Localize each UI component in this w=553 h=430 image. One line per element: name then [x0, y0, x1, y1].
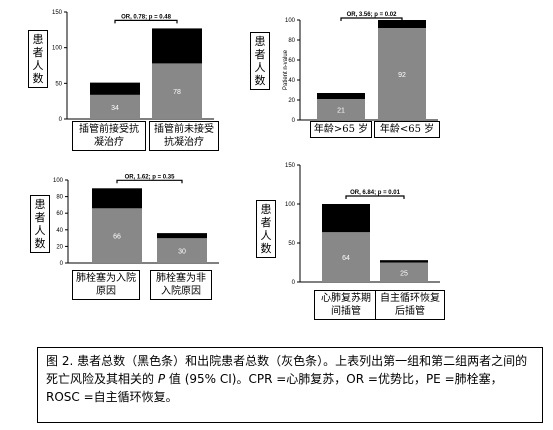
y-tick-label: 20	[288, 98, 295, 104]
value-label: 66	[113, 234, 121, 241]
y-tick-label: 150	[52, 10, 63, 16]
bar	[317, 99, 365, 120]
y-tick-label: 100	[285, 18, 296, 24]
y-tick-label: 100	[285, 202, 296, 208]
category-label: 年龄>65 岁	[310, 121, 372, 138]
bar	[378, 28, 426, 120]
bar	[90, 94, 140, 119]
bar	[152, 63, 202, 119]
bar	[380, 262, 428, 282]
category-label: 肺栓塞为非入院原因	[150, 270, 212, 300]
caption-p: P	[157, 372, 166, 386]
y-tick-label: 80	[56, 195, 63, 201]
category-label: 自主循环恢复后插管	[375, 290, 445, 320]
value-label: 21	[337, 108, 345, 115]
y-tick-label: 50	[55, 81, 62, 87]
value-label: 78	[173, 89, 181, 96]
y-tick-label: 0	[292, 280, 296, 286]
category-label: 肺栓塞为入院原因	[72, 270, 140, 300]
or-annotation: OR, 3.56; p = 0.02	[347, 12, 398, 18]
bar	[157, 238, 207, 263]
bar	[92, 208, 142, 263]
category-label: 插管前未接受抗凝治疗	[149, 121, 219, 151]
y-tick-label: 60	[288, 58, 295, 64]
y-tick-label: 100	[52, 46, 63, 52]
y-tick-label: 50	[288, 241, 295, 247]
y-axis-title: Patient n-value	[283, 49, 289, 90]
y-axis-label: 患者人数	[30, 195, 50, 253]
y-tick-label: 80	[288, 38, 295, 44]
y-axis-label: 患者人数	[250, 32, 270, 90]
or-bracket	[345, 195, 405, 199]
value-label: 30	[178, 249, 186, 256]
y-tick-label: 150	[285, 163, 296, 169]
y-tick-label: 60	[56, 211, 63, 217]
caption: 图 2. 患者总数（黑色条）和出院患者总数（灰色条）。上表列出第一组和第二组两者…	[37, 347, 543, 423]
or-bracket	[114, 19, 178, 24]
value-label: 25	[400, 270, 408, 277]
or-annotation: OR, 0.78; p = 0.48	[121, 14, 172, 20]
y-tick-label: 0	[292, 118, 296, 124]
value-label: 34	[111, 105, 119, 112]
y-axis-label: 患者人数	[256, 200, 276, 258]
y-tick-label: 0	[60, 261, 64, 267]
bar	[322, 232, 370, 282]
y-tick-label: 20	[56, 244, 63, 250]
y-tick-label: 40	[288, 78, 295, 84]
or-bracket	[340, 17, 403, 21]
y-tick-label: 100	[53, 178, 64, 184]
caption-text: 图 2. 患者总数（黑色条）和出院患者总数（灰色条）。上表列出第一组和第二组两者…	[46, 354, 528, 386]
y-tick-label: 0	[59, 117, 63, 123]
value-label: 92	[398, 72, 406, 79]
value-label: 64	[342, 255, 350, 262]
caption-text: 值 (95% CI)。CPR =心肺复苏，OR =优势比，PE =肺栓塞，ROS…	[46, 372, 503, 404]
category-label: 心肺复苏期间插管	[314, 290, 378, 320]
y-axis-label: 患者人数	[28, 30, 48, 88]
or-bracket	[116, 179, 183, 184]
category-label: 插管前接受抗凝治疗	[72, 121, 146, 151]
y-tick-label: 40	[56, 228, 63, 234]
or-annotation: OR, 1.62; p = 0.35	[125, 174, 176, 180]
category-label: 年龄<65 岁	[374, 121, 440, 138]
or-annotation: OR, 6.84; p = 0.01	[350, 190, 401, 196]
